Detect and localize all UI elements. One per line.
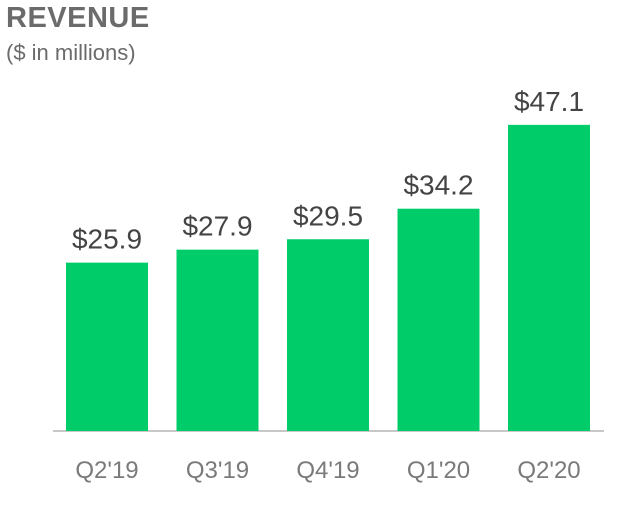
- value-label-1: $27.9: [182, 211, 252, 242]
- x-tick-label-4: Q2'20: [517, 457, 580, 484]
- value-label-2: $29.5: [293, 200, 363, 231]
- chart-title: REVENUE: [6, 2, 150, 34]
- value-label-0: $25.9: [72, 224, 142, 255]
- value-label-4: $47.1: [514, 86, 584, 117]
- bar-2: [287, 239, 369, 431]
- bar-3: [397, 208, 480, 431]
- x-tick-label-2: Q4'19: [296, 457, 359, 484]
- x-tick-label-3: Q1'20: [407, 457, 470, 484]
- x-tick-label-0: Q2'19: [75, 457, 138, 484]
- bar-4: [508, 124, 590, 431]
- value-label-3: $34.2: [403, 170, 473, 201]
- chart-subtitle: ($ in millions): [6, 40, 136, 65]
- x-tick-label-1: Q3'19: [186, 457, 249, 484]
- bar-1: [176, 249, 259, 431]
- bar-0: [66, 262, 148, 431]
